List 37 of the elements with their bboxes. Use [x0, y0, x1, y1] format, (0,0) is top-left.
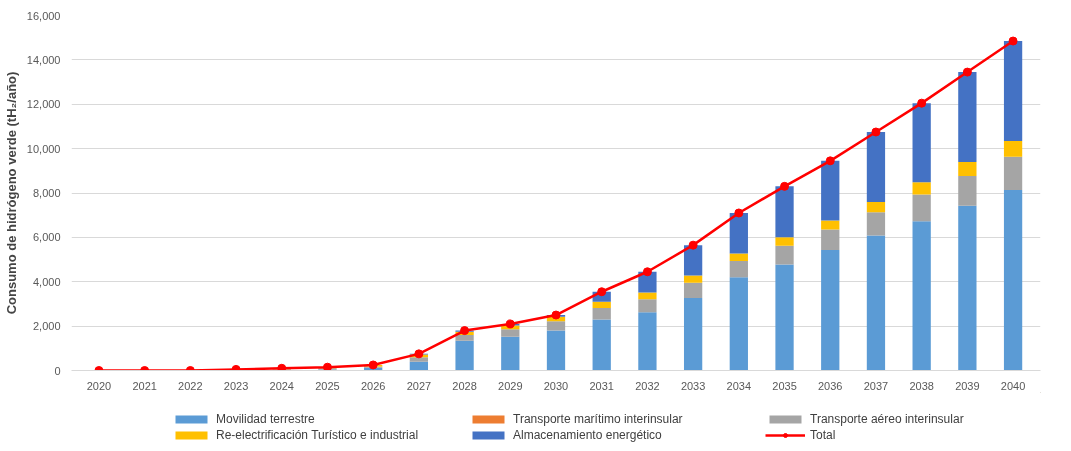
y-tick-label: 2,000 [32, 320, 61, 333]
x-tick-label: 2025 [315, 379, 340, 392]
x-tick-label: 2028 [452, 379, 477, 392]
x-tick-label: 2020 [86, 379, 112, 392]
y-tick-label: 16,000 [26, 9, 61, 22]
x-tick-label: 2029 [498, 379, 523, 392]
x-tick-label: 2026 [360, 379, 386, 392]
x-tick-label: 2030 [543, 379, 569, 392]
x-tick-label: 2024 [269, 379, 294, 392]
x-tick-label: 2032 [635, 379, 660, 392]
y-tick-label: 0 [54, 364, 61, 377]
x-tick-label: 2027 [406, 379, 432, 392]
x-tick-label: 2033 [680, 379, 706, 392]
x-tick-label: 2023 [223, 379, 249, 392]
legend-label: Transporte aéreo interinsular [810, 412, 965, 426]
x-tick-label: 2037 [863, 379, 889, 392]
y-tick-label: 14,000 [26, 53, 61, 66]
x-tick-label: 2022 [178, 379, 203, 392]
legend-label: Total [810, 428, 837, 442]
x-tick-label: 2035 [772, 379, 797, 392]
x-tick-label: 2036 [818, 379, 843, 392]
legend-label: Re-electrificación Turístico e industrial [216, 428, 420, 442]
x-tick-label: 2021 [132, 379, 157, 392]
y-tick-label: 12,000 [26, 98, 61, 111]
y-tick-label: 6,000 [32, 231, 61, 244]
x-tick-label: 2031 [589, 379, 614, 392]
y-tick-label: 4,000 [32, 275, 61, 288]
y-tick-label: 10,000 [26, 142, 61, 155]
x-tick-label: 2038 [909, 379, 934, 392]
legend-label: Movilidad terrestre [216, 412, 316, 426]
legend-label: Almacenamiento energético [513, 428, 663, 442]
y-axis-title: Consumo de hidrógeno verde (tH₂/año) [3, 71, 19, 315]
legend-label: Transporte marítimo interinsular [513, 412, 684, 426]
x-tick-label: 2039 [955, 379, 980, 392]
x-tick-label: 2040 [1000, 379, 1026, 392]
x-tick-label: 2034 [726, 379, 752, 392]
y-tick-label: 8,000 [32, 187, 61, 199]
